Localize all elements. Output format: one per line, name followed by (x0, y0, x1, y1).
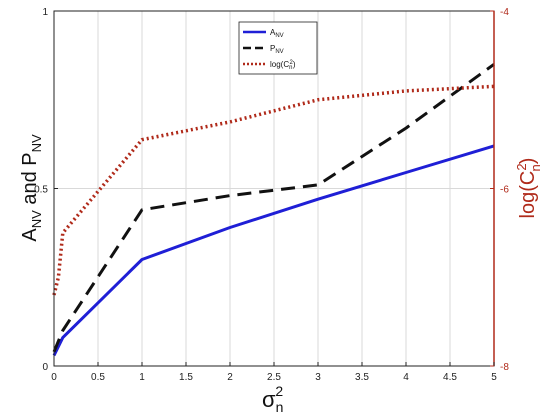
y-axis-right-label: log(C2n) (514, 158, 543, 219)
y-left-tick-label: 0 (42, 362, 48, 373)
y-left-tick-label: 0.5 (34, 185, 48, 196)
x-tick-label: 5 (491, 372, 497, 383)
ticks: 0 0.5 1 1.5 2 2.5 3 3.5 4 4.5 5 0 0.5 1 -8 -6 -4 (34, 7, 509, 383)
x-axis-label: σn2 (262, 383, 283, 415)
y-right-tick-label: -4 (500, 7, 509, 18)
legend-label-2: log(Cn2) (270, 60, 296, 71)
series-line-2 (52, 84, 495, 296)
legend-box (238, 21, 318, 75)
legend-label-0: ANV (270, 28, 284, 39)
y-left-tick-label: 1 (42, 7, 48, 18)
grid (54, 11, 494, 366)
series-layer (52, 63, 495, 357)
legend-label-1: PNV (270, 44, 284, 55)
series-line-0 (52, 144, 495, 357)
x-tick-label: 3 (315, 372, 321, 383)
x-tick-label: 0.5 (91, 372, 105, 383)
x-tick-label: 2 (227, 372, 233, 383)
y-right-tick-label: -6 (500, 185, 509, 196)
x-tick-label: 4.5 (443, 372, 457, 383)
y-right-tick-label: -8 (500, 362, 509, 373)
x-tick-label: 1 (139, 372, 145, 383)
x-tick-label: 1.5 (179, 372, 193, 383)
series-line-1 (52, 63, 495, 353)
x-tick-label: 4 (403, 372, 409, 383)
x-tick-label: 2.5 (267, 372, 281, 383)
y-axis-left-label: ANV and PNV (19, 134, 44, 242)
x-tick-label: 0 (51, 372, 57, 383)
x-tick-label: 3.5 (355, 372, 369, 383)
legend: ANV PNV log(Cn2) (238, 21, 318, 75)
